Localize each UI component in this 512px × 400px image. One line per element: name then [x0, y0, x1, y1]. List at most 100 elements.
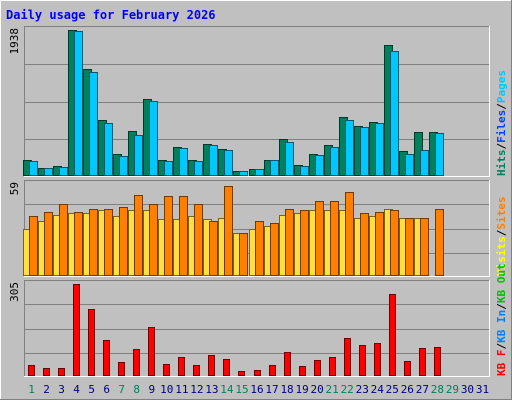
panel-top-legend-item-5: Pages	[495, 70, 508, 103]
bar-top-files-day-6	[104, 123, 113, 176]
bar-bottom-kb-f-day-3	[58, 368, 65, 376]
x-tick-label-day-4: 4	[73, 383, 80, 396]
bar-bottom-kb-f-day-6	[103, 340, 110, 376]
bar-top-files-day-26	[405, 154, 414, 176]
bar-top-files-day-8	[134, 135, 143, 176]
bar-middle-sites-day-28	[435, 209, 444, 276]
panel-top-legend-item-1: Hits	[495, 150, 508, 177]
bar-bottom-kb-f-day-14	[223, 359, 230, 376]
panel-bottom-max-label: 305	[8, 282, 21, 302]
x-tick-label-day-25: 25	[386, 383, 399, 396]
bar-middle-sites-day-22	[345, 192, 354, 276]
bar-middle-sites-day-20	[315, 201, 324, 276]
bar-bottom-kb-f-day-19	[299, 366, 306, 376]
x-tick-label-day-19: 19	[295, 383, 308, 396]
bar-middle-sites-day-24	[375, 212, 384, 276]
bar-bottom-kb-f-day-11	[178, 357, 185, 376]
panel-middle-max-label: 59	[8, 182, 21, 195]
bar-middle-sites-day-8	[134, 195, 143, 276]
bar-middle-sites-day-16	[255, 221, 264, 276]
panel-top-legend-item-2: /	[495, 143, 508, 150]
bar-top-files-day-9	[149, 101, 158, 176]
bar-top-files-day-1	[29, 161, 38, 176]
bar-bottom-kb-f-day-23	[359, 345, 366, 376]
bar-bottom-kb-f-day-13	[208, 355, 215, 376]
x-tick-label-day-22: 22	[341, 383, 354, 396]
bar-middle-sites-day-17	[270, 223, 279, 276]
bar-middle-sites-day-23	[360, 213, 369, 276]
x-tick-label-day-21: 21	[326, 383, 339, 396]
panel-top-legend-item-3: Files	[495, 110, 508, 143]
bar-top-files-day-17	[270, 160, 279, 176]
bar-top-files-day-5	[89, 72, 98, 176]
bar-bottom-kb-f-day-12	[193, 365, 200, 376]
x-tick-label-day-27: 27	[416, 383, 429, 396]
x-tick-label-day-11: 11	[175, 383, 188, 396]
bar-bottom-kb-f-day-10	[163, 364, 170, 376]
bar-bottom-kb-f-day-1	[28, 365, 35, 376]
panel-top-legend: Hits/Files/Pages	[495, 70, 508, 176]
bar-top-files-day-15	[239, 171, 248, 176]
x-tick-label-day-31: 31	[476, 383, 489, 396]
bar-middle-sites-day-5	[89, 209, 98, 276]
bar-bottom-kb-f-day-4	[73, 284, 80, 376]
bar-bottom-kb-f-day-26	[404, 361, 411, 376]
bar-middle-sites-day-10	[164, 196, 173, 276]
x-tick-label-day-16: 16	[250, 383, 263, 396]
bar-bottom-kb-f-day-28	[434, 347, 441, 376]
panel-middle-legend-item-2: /	[495, 229, 508, 236]
bar-middle-sites-day-18	[285, 209, 294, 276]
bar-top-files-day-18	[285, 142, 294, 176]
bar-middle-sites-day-25	[390, 210, 399, 276]
x-tick-label-day-14: 14	[220, 383, 234, 396]
bar-top-files-day-19	[300, 166, 309, 176]
bar-top-files-day-10	[164, 161, 173, 176]
x-tick-label-day-28: 28	[431, 383, 444, 396]
bar-middle-sites-day-3	[59, 204, 68, 276]
bar-bottom-kb-f-day-17	[269, 365, 276, 376]
bar-middle-sites-day-9	[149, 204, 158, 276]
bar-top-files-day-20	[315, 155, 324, 176]
bar-bottom-kb-f-day-22	[344, 338, 351, 376]
bar-top-files-day-3	[59, 167, 68, 176]
bar-middle-sites-day-21	[330, 201, 339, 276]
x-tick-label-day-1: 1	[28, 383, 35, 396]
bar-middle-sites-day-27	[420, 218, 429, 276]
bar-top-files-day-12	[194, 161, 203, 176]
bar-middle-sites-day-6	[104, 209, 113, 276]
bar-middle-sites-day-2	[44, 212, 53, 276]
bar-bottom-kb-f-day-20	[314, 360, 321, 376]
x-tick-label-day-30: 30	[461, 383, 474, 396]
x-tick-label-day-18: 18	[280, 383, 293, 396]
x-tick-label-day-6: 6	[103, 383, 110, 396]
bar-bottom-kb-f-day-7	[118, 362, 125, 376]
x-tick-label-day-3: 3	[58, 383, 65, 396]
bar-middle-sites-day-13	[209, 221, 218, 276]
bar-bottom-kb-f-day-21	[329, 357, 336, 376]
x-tick-label-day-10: 10	[160, 383, 173, 396]
chart-panels: 1938Hits/Files/Pages59Visits/Sites305KB …	[8, 26, 508, 377]
x-tick-label-day-23: 23	[356, 383, 369, 396]
panel-bottom-plot-area	[24, 280, 490, 377]
panel-middle: 59 Visits/Sites	[8, 180, 508, 277]
panel-bottom-legend-item-1: KB F	[495, 350, 508, 377]
bar-top-files-day-21	[330, 147, 339, 176]
bar-middle-sites-day-11	[179, 196, 188, 276]
bar-top-files-day-23	[360, 127, 369, 176]
x-tick-label-day-26: 26	[401, 383, 414, 396]
panel-bottom-legend-item-5: KB Out	[495, 263, 508, 303]
bar-top-files-day-2	[44, 168, 53, 176]
x-tick-label-day-24: 24	[371, 383, 385, 396]
bar-top-files-day-28	[435, 133, 444, 176]
bar-top-files-day-11	[179, 148, 188, 176]
x-tick-label-day-5: 5	[88, 383, 95, 396]
x-tick-label-day-12: 12	[190, 383, 203, 396]
x-tick-label-day-20: 20	[311, 383, 324, 396]
panel-top-max-label: 1938	[8, 28, 21, 55]
x-tick-label-day-7: 7	[118, 383, 125, 396]
bar-top-files-day-22	[345, 120, 354, 176]
bar-middle-sites-day-1	[29, 216, 38, 276]
x-tick-label-day-13: 13	[205, 383, 218, 396]
x-tick-label-day-29: 29	[446, 383, 459, 396]
